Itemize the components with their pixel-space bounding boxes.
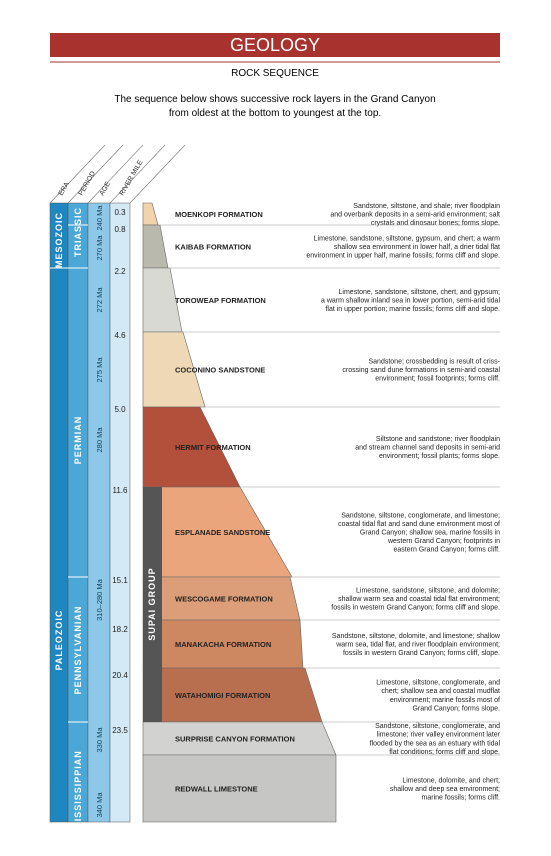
formation-description: and stream channel sand deposits in semi… [355, 445, 500, 452]
river-mile: 23.5 [112, 726, 128, 735]
group-label: SUPAI GROUP [147, 567, 157, 640]
river-mile: 11.6 [113, 486, 129, 495]
age-label: 330 Ma [95, 727, 104, 753]
formation-description: Grand Canyon; forms slope. [412, 705, 500, 712]
formation-description: fossils in western Grand Canyon; forms c… [343, 650, 500, 657]
age-label: 310–280 Ma [95, 578, 104, 621]
header-divider [67, 144, 124, 204]
formation-name: KAIBAB FORMATION [175, 243, 251, 252]
formation-description: Limestone, siltstone, conglomerate, and [376, 680, 500, 687]
formation-description: flat conditions; forms cliff and slope. [389, 749, 500, 756]
header-divider [49, 144, 106, 204]
river-mile: 18.2 [112, 625, 128, 634]
subtitle: ROCK SEQUENCE [231, 68, 319, 79]
formation-name: REDWALL LIMESTONE [175, 785, 258, 794]
group-bar [143, 487, 162, 722]
age-label: 275 Ma [95, 357, 104, 383]
formation-description: Limestone, dolomite, and chert; [402, 777, 500, 784]
formation-description: crossing sand dune formations in semi-ar… [342, 367, 500, 374]
period-label: MISSISSIPPIAN [73, 750, 83, 830]
title: GEOLOGY [230, 35, 320, 55]
formation-description: shallow and deep sea environment; [390, 786, 500, 793]
header-divider [109, 144, 166, 204]
formation-description: flooded by the sea as an estuary with ti… [370, 740, 501, 747]
formation-description: environment; fossil plants; forms slope. [379, 453, 500, 460]
formation-description: eastern Grand Canyon; forms cliff. [394, 547, 501, 554]
formation-description: Limestone, sandstone, siltstone, and dol… [356, 587, 500, 594]
header-divider [129, 144, 186, 204]
river-mile: 4.6 [114, 331, 126, 340]
formation-name: SURPRISE CANYON FORMATION [175, 735, 295, 744]
formation-description: Sandstone, siltstone, conglomerate, and … [341, 512, 500, 519]
intro-line: The sequence below shows successive rock… [114, 94, 435, 105]
formation-description: Siltstone and sandstone; river floodplai… [376, 436, 500, 443]
age-label: 240 Ma [95, 205, 104, 231]
rock-layer [142, 224, 169, 269]
formation-description: a warm shallow inland sea in lower porti… [321, 298, 500, 305]
formation-description: Sandstone, siltstone, conglomerate, and [375, 723, 500, 730]
formation-name: WESCOGAME FORMATION [175, 595, 273, 604]
formation-name: TOROWEAP FORMATION [175, 296, 266, 305]
formation-description: flat in upper portion; marine fossils; f… [325, 306, 500, 313]
formation-description: environment; marine fossils most of [390, 697, 500, 704]
formation-description: western Grand Canyon; footprints in [387, 538, 500, 545]
formation-name: ESPLANADE SANDSTONE [175, 528, 270, 537]
age-label: 272 Ma [95, 287, 104, 313]
formation-description: shallow sea environment in lower half, a… [334, 244, 500, 251]
river-mile: 0.8 [114, 225, 126, 234]
formation-name: COCONINO SANDSTONE [175, 366, 265, 375]
column-strip [109, 202, 131, 823]
period-label: TRIASSIC [73, 207, 83, 257]
formation-name: HERMIT FORMATION [175, 443, 251, 452]
header-divider [87, 144, 144, 204]
column-strip [49, 202, 69, 823]
period-label: PERMIAN [73, 416, 83, 465]
river-mile: 20.4 [112, 671, 128, 680]
formation-name: WATAHOMIGI FORMATION [175, 691, 270, 700]
formation-description: Limestone, sandstone, siltstone, chert, … [339, 289, 501, 296]
formation-name: MANAKACHA FORMATION [175, 640, 271, 649]
formation-name: MOENKOPI FORMATION [175, 210, 263, 219]
column-header: AGE [99, 180, 113, 197]
formation-description: marine fossils; forms cliff. [422, 795, 500, 802]
formation-description: warm sea, tidal flat, and river floodpla… [335, 642, 500, 649]
era-label: MESOZOIC [54, 212, 64, 268]
formation-description: fossils in western Grand Canyon; forms c… [331, 605, 500, 612]
formation-description: Sandstone, siltstone, dolomite, and lime… [332, 633, 501, 640]
river-mile: 0.3 [114, 208, 126, 217]
river-mile: 5.0 [114, 405, 126, 414]
era-label: PALEOZOIC [54, 610, 64, 671]
formation-description: and overbank deposits in a semi-arid env… [330, 212, 500, 219]
age-label: 280 Ma [95, 427, 104, 453]
age-label: 270 Ma [95, 235, 104, 261]
river-mile: 15.1 [112, 576, 128, 585]
column-strip [67, 202, 89, 823]
formation-description: Limestone, sandstone, siltstone, gypsum,… [314, 235, 501, 242]
column-header: PERIOD [78, 170, 97, 197]
period-label: PENNSYLVANIAN [73, 606, 83, 695]
formation-description: crystals and dinosaur bones; forms slope… [371, 220, 500, 227]
river-mile: 2.2 [114, 267, 126, 276]
formation-description: Sandstone; crossbedding is result of cri… [368, 358, 500, 365]
formation-description: shallow warm sea and coastal tidal flat … [338, 596, 500, 603]
formation-description: environment in upper half, marine fossil… [306, 253, 500, 260]
formation-description: Sandstone, siltstone, and shale; river f… [353, 203, 500, 210]
formation-description: limestone; river valley environment late… [377, 732, 501, 739]
rock-layer [142, 202, 159, 226]
formation-description: chert; shallow sea and coastal mudflat [381, 688, 500, 695]
rock-layer [142, 754, 337, 823]
formation-description: Grand Canyon; shallow sea, marine fossil… [360, 530, 500, 537]
title-bar [50, 33, 500, 57]
intro-line: from oldest at the bottom to youngest at… [169, 108, 381, 119]
formation-description: coastal tidal flat and sand dune environ… [338, 521, 500, 528]
age-label: 340 Ma [95, 792, 104, 818]
formation-description: environment; fossil footprints; forms cl… [375, 376, 500, 383]
